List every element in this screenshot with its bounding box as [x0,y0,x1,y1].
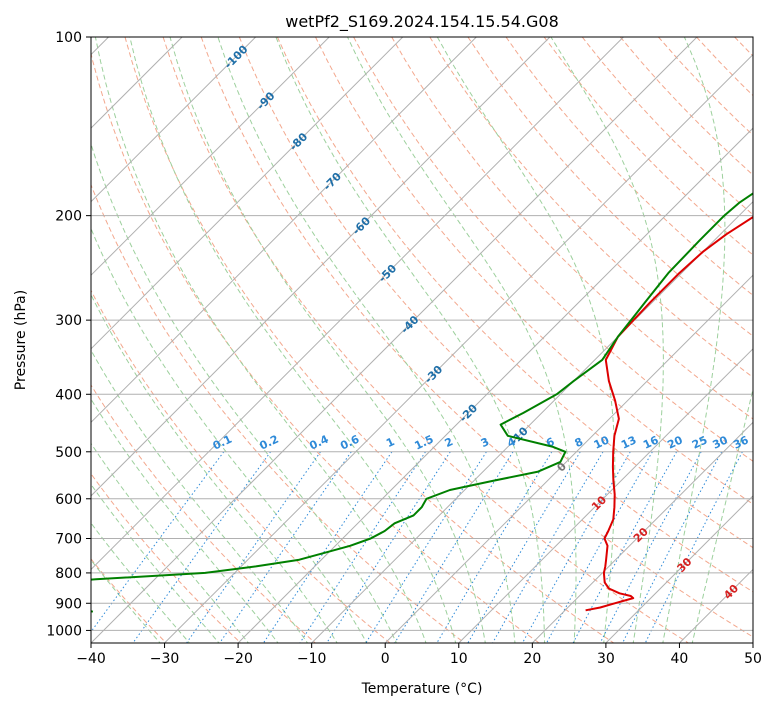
isotherm-gridline [91,37,551,497]
mixing-ratio-label: 10 [592,433,612,451]
x-tick-label: −30 [150,651,180,667]
x-tick-label: 20 [523,651,541,667]
mixing-ratio-line [262,451,393,643]
y-tick-label: 200 [55,209,82,225]
x-tick-label: 10 [450,651,468,667]
isotherm-gridline [91,37,698,643]
isotherm-gridline [91,37,257,203]
temperature-line [585,215,753,612]
y-tick-label: 600 [55,492,82,508]
y-axis-label: Pressure (hPa) [13,290,29,390]
mixing-ratio-line [299,451,426,643]
y-tick-label: 1000 [46,623,82,639]
dry-adiabat [91,472,242,643]
mixing-ratio-label: 36 [731,433,751,451]
chart-title: wetPf2_S169.2024.154.15.54.G08 [285,12,559,32]
y-tick-label: 400 [55,387,82,403]
profile-lines [91,192,753,613]
x-tick-label: −20 [223,651,253,667]
x-tick-label: −40 [76,651,106,667]
x-axis-label: Temperature (°C) [361,681,483,697]
dry-adiabat [505,37,753,296]
mixing-ratio-label: 25 [690,433,709,451]
mixing-ratio-label: 30 [711,433,731,451]
axis-ticks: −40 −30 −20 −10 0 10 20 30 40 50 100 200 300 400 500 60… [46,30,762,667]
moist-adiabat [94,37,427,643]
x-tick-label: −10 [297,651,327,667]
dry-adiabat [391,37,753,420]
isotherm-gridline [91,37,624,571]
x-tick-label: 40 [671,651,689,667]
mixing-ratio-line [644,451,743,643]
dry-adiabat [91,384,317,643]
plot-frame [90,36,754,644]
mixing-ratio-line [521,451,631,643]
isotherm-gridline [384,274,753,643]
y-tick-label: 500 [55,445,82,461]
mixing-ratio-line [185,451,321,643]
y-tick-label: 900 [55,596,82,612]
moist-adiabat [91,483,220,643]
x-tick-label: 0 [381,651,390,667]
moist-adiabat [91,442,250,643]
isotherm-gridline [605,495,753,643]
y-tick-label: 700 [55,532,82,548]
y-tick-label: 800 [55,566,82,582]
dry-adiabat [429,37,753,378]
dry-adiabat [467,37,753,337]
moist-adiabat [91,142,397,643]
mixing-ratio-line [572,451,678,643]
mixing-ratio-label: 16 [641,433,661,451]
isotherm-gridline [91,37,404,350]
y-tick-label: 100 [55,30,82,46]
y-tick-label: 300 [55,313,82,329]
x-tick-label: 50 [744,651,762,667]
x-tick-label: 30 [597,651,615,667]
mixing-ratio-label: 20 [665,433,685,451]
isotherm-gridline [91,37,477,424]
isotherm-gridline [164,53,753,643]
dry-adiabat [238,37,753,593]
isotherm-gridline [237,127,753,643]
isotherm-gridline [531,421,753,643]
dewpoint-line [91,192,753,613]
isotherm-gridline [458,348,753,643]
mixing-ratio-line [394,451,514,643]
mixing-ratio-line [132,451,272,643]
isotherm-gridline [91,37,330,276]
moist-adiabat [91,398,279,643]
dry-adiabat [353,37,753,462]
dry-adiabat [124,37,615,643]
mixing-ratio-line [599,451,702,643]
mixing-ratio-label: 13 [619,433,638,451]
mixing-ratio-line [326,451,451,643]
